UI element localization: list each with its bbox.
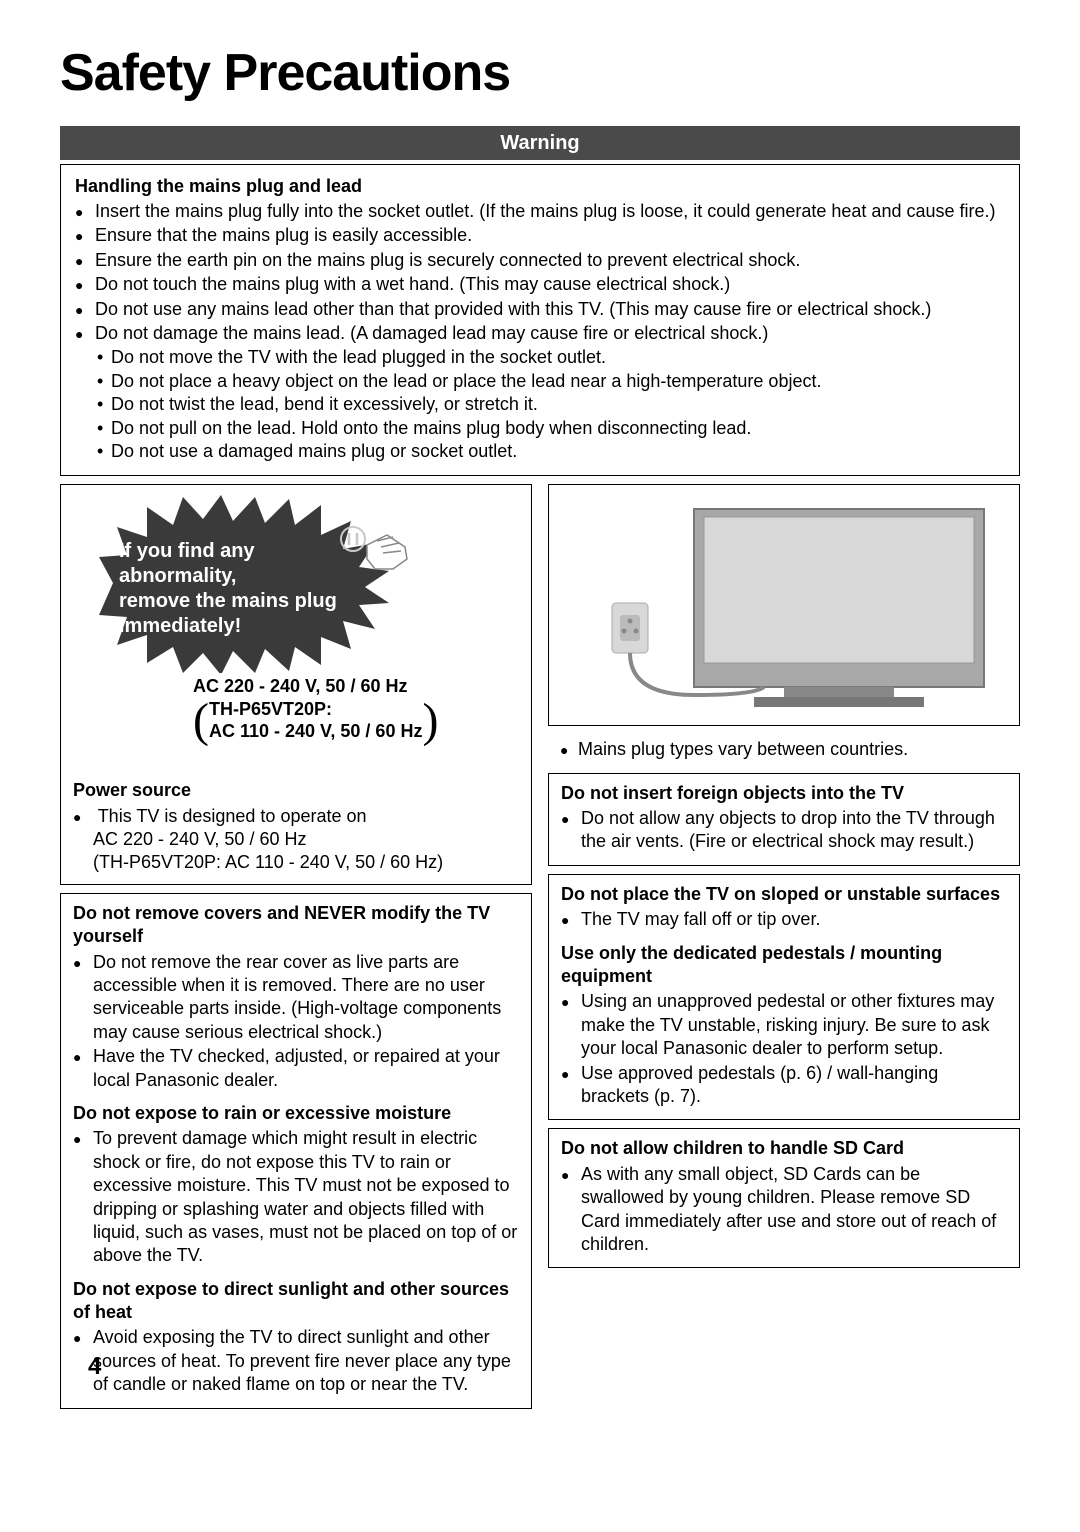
warning-bar: Warning	[60, 126, 1020, 160]
covers-bullet: Have the TV checked, adjusted, or repair…	[73, 1045, 519, 1092]
sunlight-heading: Do not expose to direct sunlight and oth…	[73, 1278, 519, 1325]
plug-note-bullet: Mains plug types vary between countries.	[560, 738, 1008, 761]
handling-section: Handling the mains plug and lead Insert …	[60, 164, 1020, 477]
sunlight-bullet: Avoid exposing the TV to direct sunlight…	[73, 1326, 519, 1396]
starburst-text: If you find any abnormality, remove the …	[119, 539, 399, 639]
power-source-bullet: This TV is designed to operate on AC 220…	[73, 805, 519, 875]
moisture-heading: Do not expose to rain or excessive moist…	[73, 1102, 519, 1125]
sdcard-bullet: As with any small object, SD Cards can b…	[561, 1163, 1007, 1257]
power-source-heading: Power source	[73, 779, 519, 802]
handling-heading: Handling the mains plug and lead	[75, 175, 1005, 198]
pedestal-bullet: Using an unapproved pedestal or other fi…	[561, 990, 1007, 1060]
foreign-bullet: Do not allow any objects to drop into th…	[561, 807, 1007, 854]
handling-bullet: Do not damage the mains lead. (A damaged…	[75, 322, 1005, 345]
page-title: Safety Precautions	[60, 40, 1020, 108]
handling-bullet: Ensure that the mains plug is easily acc…	[75, 224, 1005, 247]
sdcard-heading: Do not allow children to handle SD Card	[561, 1137, 1007, 1160]
starburst-panel: If you find any abnormality, remove the …	[60, 484, 532, 885]
covers-bullet: Do not remove the rear cover as live par…	[73, 951, 519, 1045]
sdcard-panel: Do not allow children to handle SD Card …	[548, 1128, 1020, 1268]
handling-sub-bullet: Do not pull on the lead. Hold onto the m…	[97, 417, 1005, 440]
moisture-bullet: To prevent damage which might result in …	[73, 1127, 519, 1267]
handling-sub-bullet: Do not twist the lead, bend it excessive…	[97, 393, 1005, 416]
sloped-heading: Do not place the TV on sloped or unstabl…	[561, 883, 1007, 906]
handling-sub-bullet: Do not use a damaged mains plug or socke…	[97, 440, 1005, 463]
foreign-objects-panel: Do not insert foreign objects into the T…	[548, 773, 1020, 866]
handling-sub-bullet: Do not move the TV with the lead plugged…	[97, 346, 1005, 369]
foreign-heading: Do not insert foreign objects into the T…	[561, 782, 1007, 805]
sloped-bullet: The TV may fall off or tip over.	[561, 908, 1007, 931]
page-number: 4	[88, 1351, 101, 1382]
handling-bullet: Do not touch the mains plug with a wet h…	[75, 273, 1005, 296]
handling-bullet: Do not use any mains lead other than tha…	[75, 298, 1005, 321]
handling-bullet: Insert the mains plug fully into the soc…	[75, 200, 1005, 223]
covers-moisture-sunlight-panel: Do not remove covers and NEVER modify th…	[60, 893, 532, 1409]
handling-sub-bullet: Do not place a heavy object on the lead …	[97, 370, 1005, 393]
covers-heading: Do not remove covers and NEVER modify th…	[73, 902, 519, 949]
sloped-pedestal-panel: Do not place the TV on sloped or unstabl…	[548, 874, 1020, 1121]
plug-note: Mains plug types vary between countries.	[548, 734, 1020, 772]
pedestal-bullet: Use approved pedestals (p. 6) / wall-han…	[561, 1062, 1007, 1109]
handling-bullet: Ensure the earth pin on the mains plug i…	[75, 249, 1005, 272]
pedestal-heading: Use only the dedicated pedestals / mount…	[561, 942, 1007, 989]
voltage-spec: AC 220 - 240 V, 50 / 60 Hz ( TH-P65VT20P…	[193, 675, 438, 743]
tv-illustration	[548, 484, 1020, 726]
